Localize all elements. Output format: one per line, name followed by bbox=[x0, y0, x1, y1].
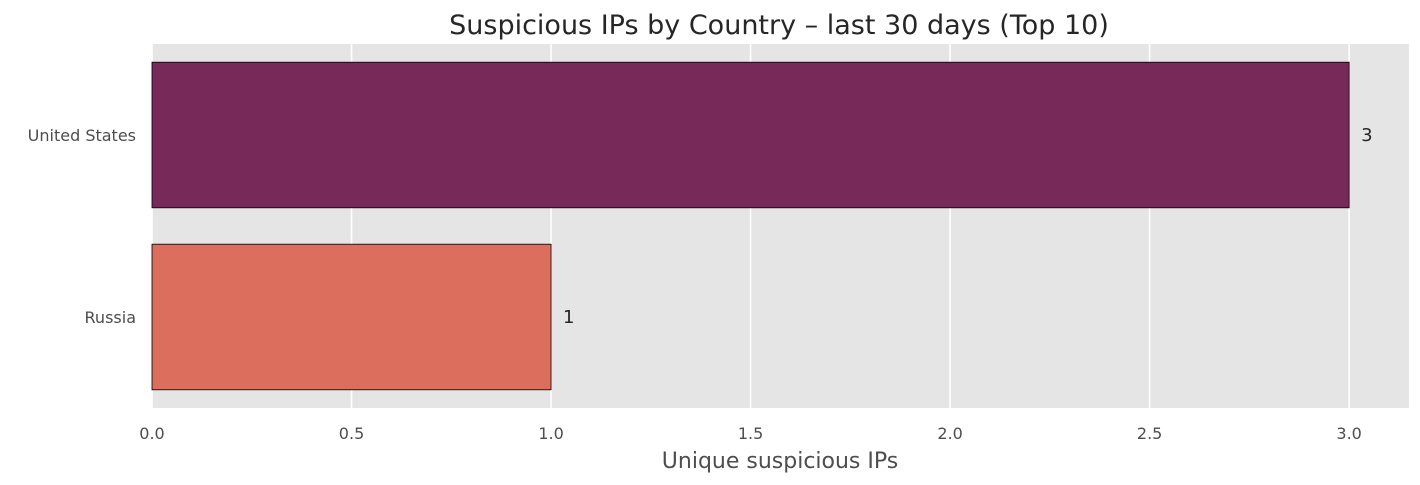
data-labels: 31 bbox=[563, 125, 1373, 328]
bars bbox=[151, 61, 1350, 391]
x-tick-label: 0.5 bbox=[339, 424, 364, 443]
x-axis-label: Unique suspicious IPs bbox=[662, 449, 898, 474]
bar-value-label: 3 bbox=[1361, 125, 1372, 146]
x-tick-label: 2.0 bbox=[937, 424, 962, 443]
bar-value-label: 1 bbox=[563, 307, 574, 328]
x-tick-label: 2.5 bbox=[1137, 424, 1162, 443]
x-tick-label: 1.0 bbox=[538, 424, 563, 443]
bar bbox=[151, 243, 552, 391]
x-tick-label: 3.0 bbox=[1336, 424, 1361, 443]
y-category-label: United States bbox=[28, 126, 136, 145]
y-category-label: Russia bbox=[85, 308, 136, 327]
y-axis-categories: United States Russia bbox=[28, 126, 136, 327]
x-tick-label: 1.5 bbox=[738, 424, 763, 443]
chart-title: Suspicious IPs by Country – last 30 days… bbox=[449, 10, 1109, 41]
x-axis-ticks: 0.0 0.5 1.0 1.5 2.0 2.5 3.0 bbox=[139, 424, 1362, 443]
x-tick-label: 0.0 bbox=[139, 424, 164, 443]
bar bbox=[151, 61, 1350, 209]
